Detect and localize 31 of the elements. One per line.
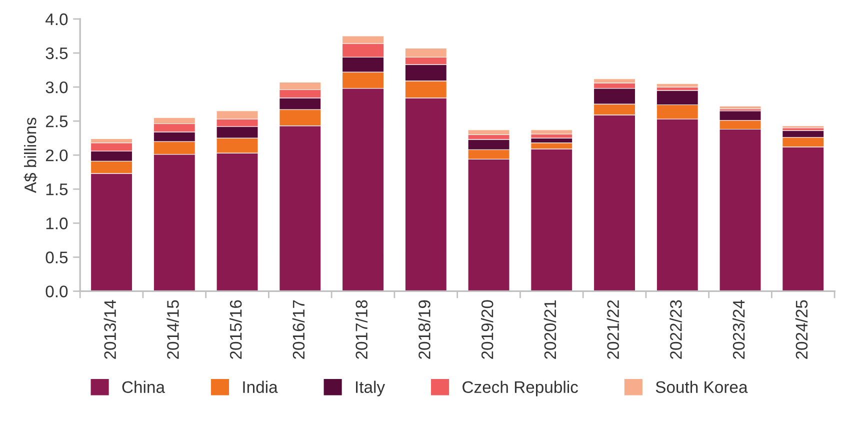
y-tick-label: 0.5 xyxy=(46,252,68,264)
legend-label: China xyxy=(122,380,166,393)
bar xyxy=(782,126,824,128)
y-tick-label: 3.5 xyxy=(46,47,68,60)
x-tick-label: 2020/21 xyxy=(544,300,556,359)
y-tick-label: 0.0 xyxy=(46,286,68,298)
x-tick-label: 2021/22 xyxy=(606,300,619,359)
x-tick-label: 2016/17 xyxy=(292,300,305,359)
x-tick-label: 2015/16 xyxy=(230,300,242,359)
y-tick-label: 2.5 xyxy=(46,115,68,128)
legend-label: India xyxy=(243,380,278,393)
x-tick-label: 2024/25 xyxy=(795,300,808,359)
x-tick-label: 2023/24 xyxy=(732,300,745,359)
legend-label: South Korea xyxy=(656,380,748,393)
x-tick-label: 2019/20 xyxy=(480,300,494,359)
x-tick-label: 2017/18 xyxy=(355,300,368,359)
bar xyxy=(530,130,573,134)
legend-label: Italy xyxy=(356,380,386,396)
bar xyxy=(656,83,698,88)
y-tick-label: 3.0 xyxy=(46,81,68,94)
x-tick-label: 2022/23 xyxy=(670,300,682,359)
x-tick-label: 2018/19 xyxy=(418,300,430,359)
legend-label: Czech Republic xyxy=(462,380,578,396)
bar xyxy=(719,106,762,110)
y-tick-label: 1.0 xyxy=(46,218,68,230)
y-axis-title: A$ billions xyxy=(24,118,38,194)
y-tick-label: 2.0 xyxy=(46,149,68,162)
x-tick-label: 2014/15 xyxy=(166,300,179,359)
y-tick-label: 4.0 xyxy=(45,13,68,26)
x-tick-label: 2013/14 xyxy=(104,300,116,359)
y-tick-label: 1.5 xyxy=(46,184,68,196)
